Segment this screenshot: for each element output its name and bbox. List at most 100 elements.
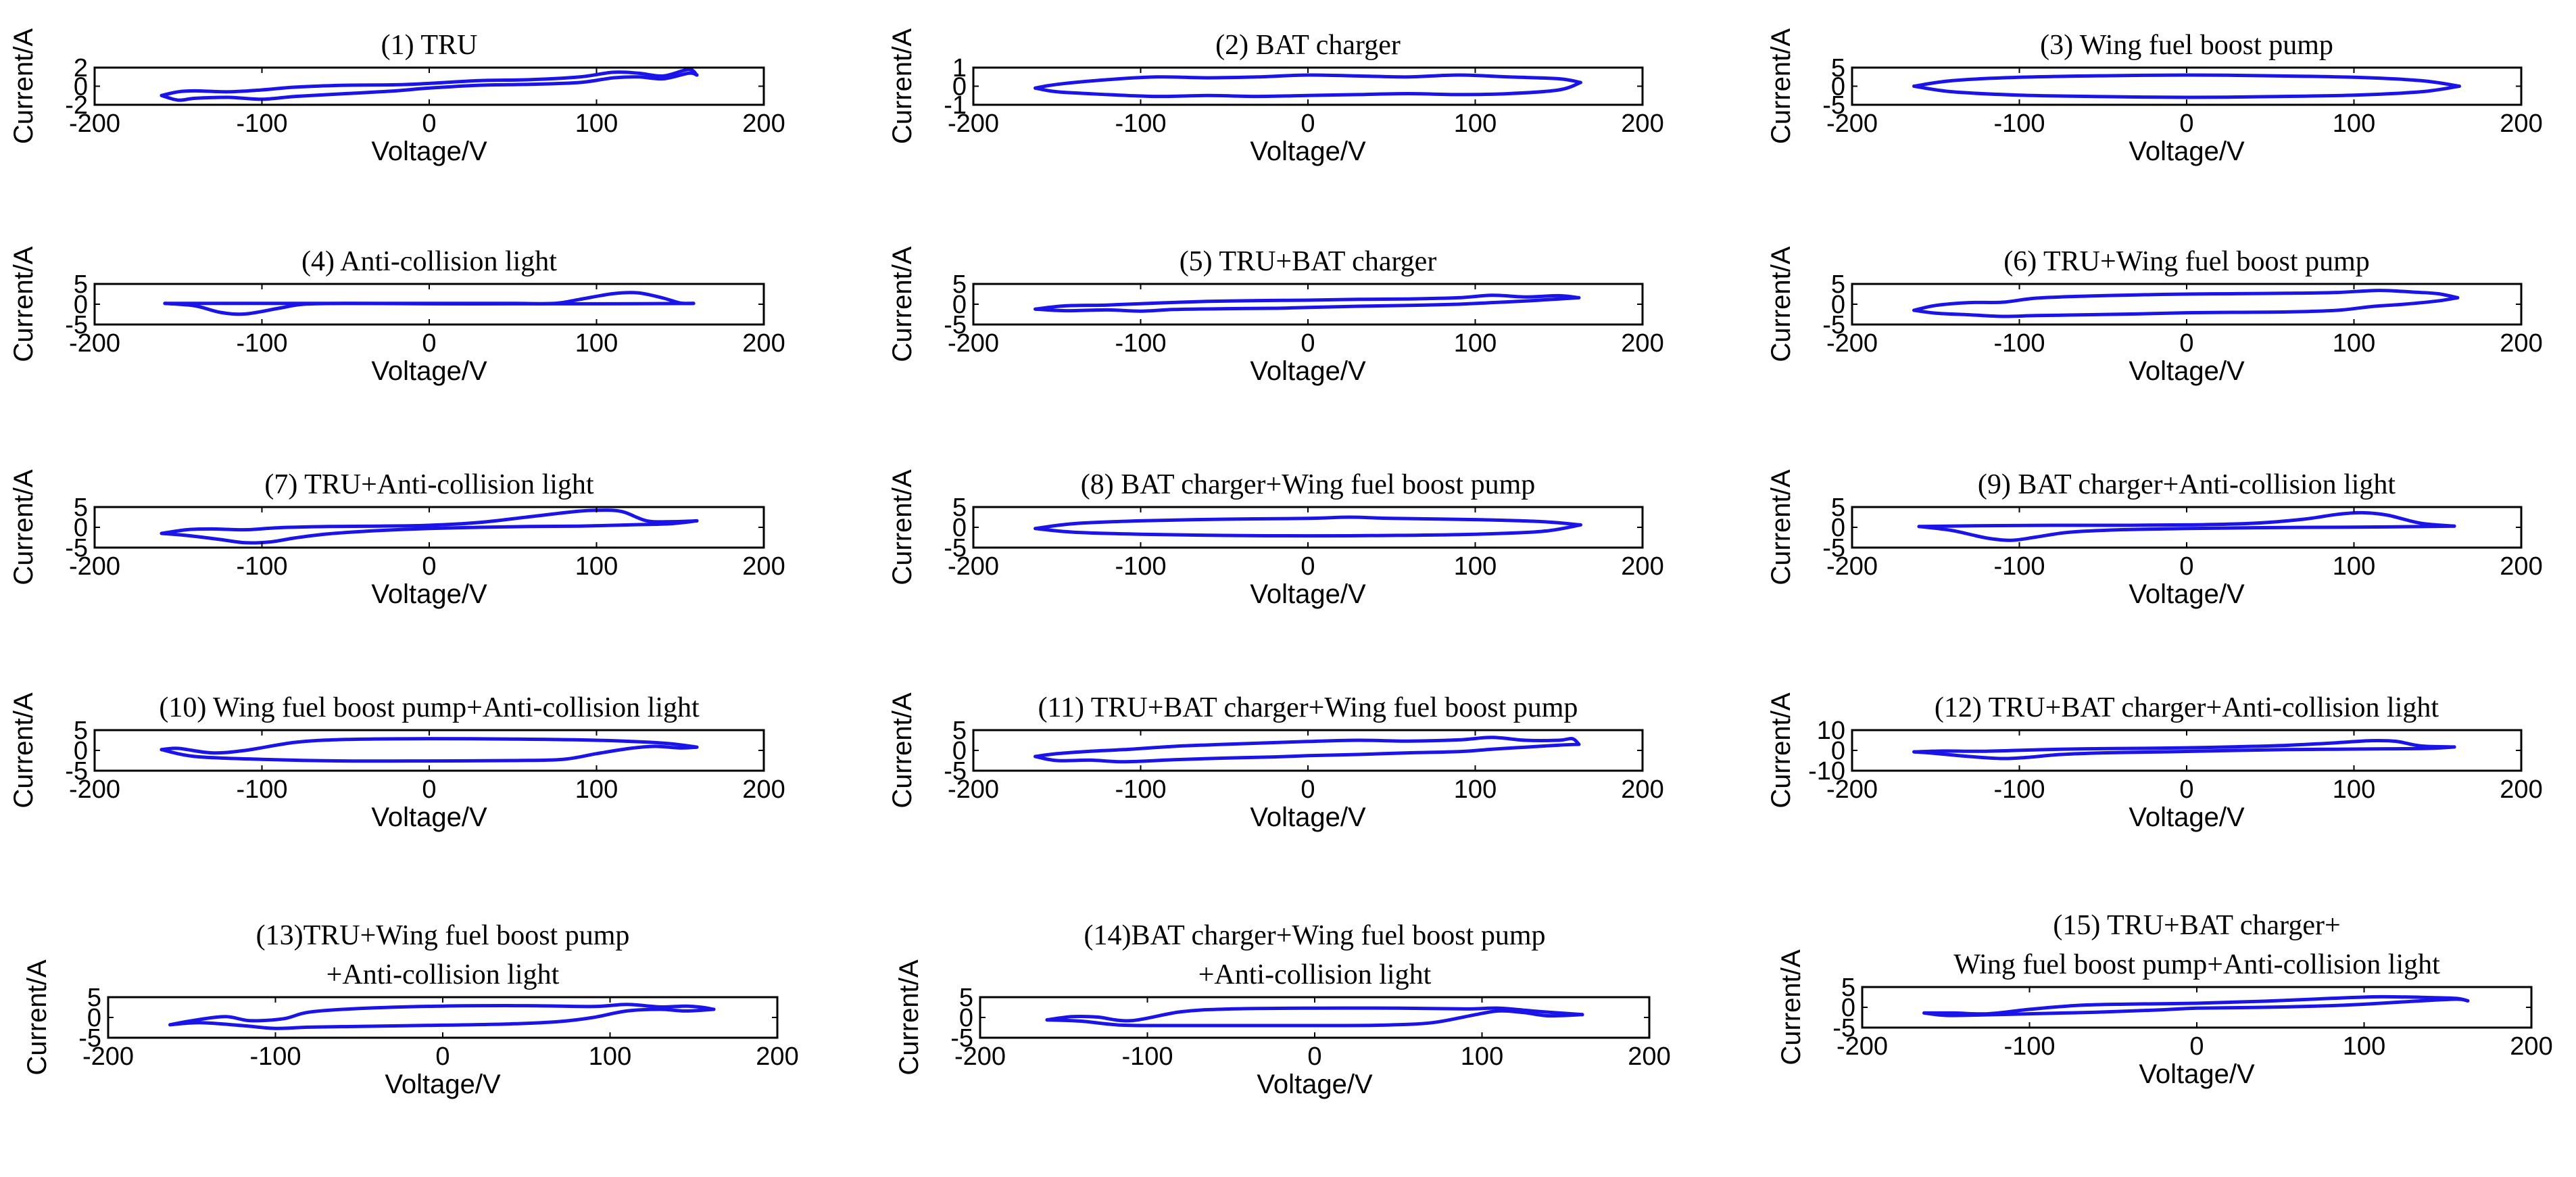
y-tick-label: 0 xyxy=(74,291,88,319)
x-axis-label: Voltage/V xyxy=(2129,137,2245,166)
x-tick-label: -200 xyxy=(948,110,999,138)
y-axis-label: Current/A xyxy=(888,692,917,808)
y-axis-label: Current/A xyxy=(1766,692,1796,808)
y-tick-label: 0 xyxy=(1831,291,1845,319)
trajectory-lower-branch xyxy=(168,1007,716,1030)
trajectory-upper-branch xyxy=(1034,736,1581,759)
y-tick-label: 5 xyxy=(959,984,973,1012)
y-tick-label: 1 xyxy=(952,54,967,82)
trajectory-upper-branch xyxy=(1912,738,2456,754)
x-tick-label: 0 xyxy=(435,1042,449,1071)
x-tick-label: -200 xyxy=(948,329,999,358)
x-tick-label: 0 xyxy=(1301,775,1315,804)
x-tick-label: 0 xyxy=(2179,552,2193,581)
y-axis-label: Current/A xyxy=(888,469,917,585)
x-tick-label: -200 xyxy=(69,552,120,581)
x-axis-label: Voltage/V xyxy=(2129,356,2245,386)
y-tick-label: 0 xyxy=(952,73,967,101)
x-tick-label: 100 xyxy=(575,329,618,358)
x-tick-label: 100 xyxy=(1454,552,1497,581)
subplot-12: (12) TRU+BAT charger+Anti-collision ligh… xyxy=(1766,692,2543,832)
subplot-title: (11) TRU+BAT charger+Wing fuel boost pum… xyxy=(1038,692,1578,723)
x-tick-label: 0 xyxy=(1301,552,1315,581)
trajectory-upper-branch xyxy=(168,1003,716,1027)
subplot-9: (9) BAT charger+Anti-collision light -200… xyxy=(1766,469,2543,609)
y-axis-label: Current/A xyxy=(9,246,39,362)
y-tick-label: 0 xyxy=(87,1004,101,1032)
y-tick-label: -5 xyxy=(1822,311,1845,339)
x-tick-label: -100 xyxy=(1115,329,1166,358)
trajectory-lower-branch xyxy=(1034,742,1581,764)
y-axis-label: Current/A xyxy=(1766,28,1796,144)
y-tick-label: 5 xyxy=(952,494,967,522)
trajectory-upper-branch xyxy=(160,737,699,755)
subplot-10: (10) Wing fuel boost pump+Anti-collision… xyxy=(9,692,785,832)
trajectory-upper-branch xyxy=(1917,510,2456,529)
y-axis-label: Current/A xyxy=(9,28,39,144)
x-axis-label: Voltage/V xyxy=(371,802,487,832)
y-axis-label: Current/A xyxy=(22,959,52,1075)
x-tick-label: -200 xyxy=(82,1042,134,1071)
subplot-14: (14)BAT charger+Wing fuel boost pump +Ant… xyxy=(894,920,1671,1099)
x-tick-label: 0 xyxy=(1301,110,1315,138)
trajectory-upper-branch xyxy=(1034,293,1581,311)
trajectory-upper-branch xyxy=(163,291,696,306)
y-tick-label: -5 xyxy=(65,311,88,339)
y-tick-label: 0 xyxy=(74,737,88,765)
y-tick-label: 0 xyxy=(959,1004,973,1032)
x-axis-label: Voltage/V xyxy=(385,1070,501,1099)
x-tick-label: 200 xyxy=(756,1042,798,1071)
subplot-15: (15) TRU+BAT charger+ Wing fuel boost pum… xyxy=(1776,910,2553,1089)
x-tick-label: -200 xyxy=(1826,552,1878,581)
x-tick-label: -100 xyxy=(1993,775,2045,804)
trajectory-lower-branch xyxy=(1034,295,1581,313)
x-tick-label: -200 xyxy=(1826,110,1878,138)
y-axis-label: Current/A xyxy=(9,469,39,585)
trajectory-lower-branch xyxy=(1034,523,1582,538)
y-tick-label: -5 xyxy=(944,757,967,786)
x-tick-label: -200 xyxy=(948,775,999,804)
x-tick-label: 100 xyxy=(589,1042,631,1071)
x-tick-label: -100 xyxy=(236,552,287,581)
y-tick-label: -5 xyxy=(1832,1014,1855,1042)
x-tick-label: -100 xyxy=(236,110,287,138)
trajectory-lower-branch xyxy=(1912,295,2460,318)
x-tick-label: -100 xyxy=(1115,775,1166,804)
x-tick-label: 0 xyxy=(422,329,436,358)
x-tick-label: 100 xyxy=(2333,775,2375,804)
plot-frame xyxy=(1851,66,2523,106)
trajectory-lower-branch xyxy=(1912,745,2456,761)
x-tick-label: 100 xyxy=(1454,329,1497,358)
x-tick-label: -100 xyxy=(1993,552,2045,581)
y-axis-label: Current/A xyxy=(1776,949,1806,1065)
y-tick-label: -1 xyxy=(944,91,967,120)
x-tick-label: 200 xyxy=(1621,110,1663,138)
x-tick-label: 100 xyxy=(2333,329,2375,358)
subplot-title: (13)TRU+Wing fuel boost pump xyxy=(256,920,630,951)
x-tick-label: 100 xyxy=(575,775,618,804)
x-tick-label: 200 xyxy=(1628,1042,1670,1071)
subplot-11: (11) TRU+BAT charger+Wing fuel boost pum… xyxy=(888,692,1664,832)
y-axis-label: Current/A xyxy=(1766,469,1796,585)
x-tick-label: -200 xyxy=(1826,329,1878,358)
x-tick-label: -200 xyxy=(69,775,120,804)
y-axis-label: Current/A xyxy=(894,959,924,1075)
x-tick-label: -200 xyxy=(954,1042,1006,1071)
x-tick-label: 100 xyxy=(575,552,618,581)
trajectory-upper-branch xyxy=(1912,73,2461,88)
y-tick-label: 0 xyxy=(1831,514,1845,542)
trajectory-upper-branch xyxy=(1034,73,1582,90)
y-axis-label: Current/A xyxy=(888,246,917,362)
x-tick-label: 100 xyxy=(2333,552,2375,581)
y-tick-label: 5 xyxy=(74,270,88,299)
trajectory-lower-branch xyxy=(160,519,699,545)
x-tick-label: 200 xyxy=(742,775,785,804)
plot-frame xyxy=(972,66,1644,106)
subplot-title: (10) Wing fuel boost pump+Anti-collision… xyxy=(159,692,700,723)
x-tick-label: 200 xyxy=(1621,329,1663,358)
y-tick-label: 5 xyxy=(74,494,88,522)
y-tick-label: -10 xyxy=(1808,757,1845,786)
x-axis-label: Voltage/V xyxy=(1257,1070,1373,1099)
y-tick-label: 0 xyxy=(1831,737,1845,765)
